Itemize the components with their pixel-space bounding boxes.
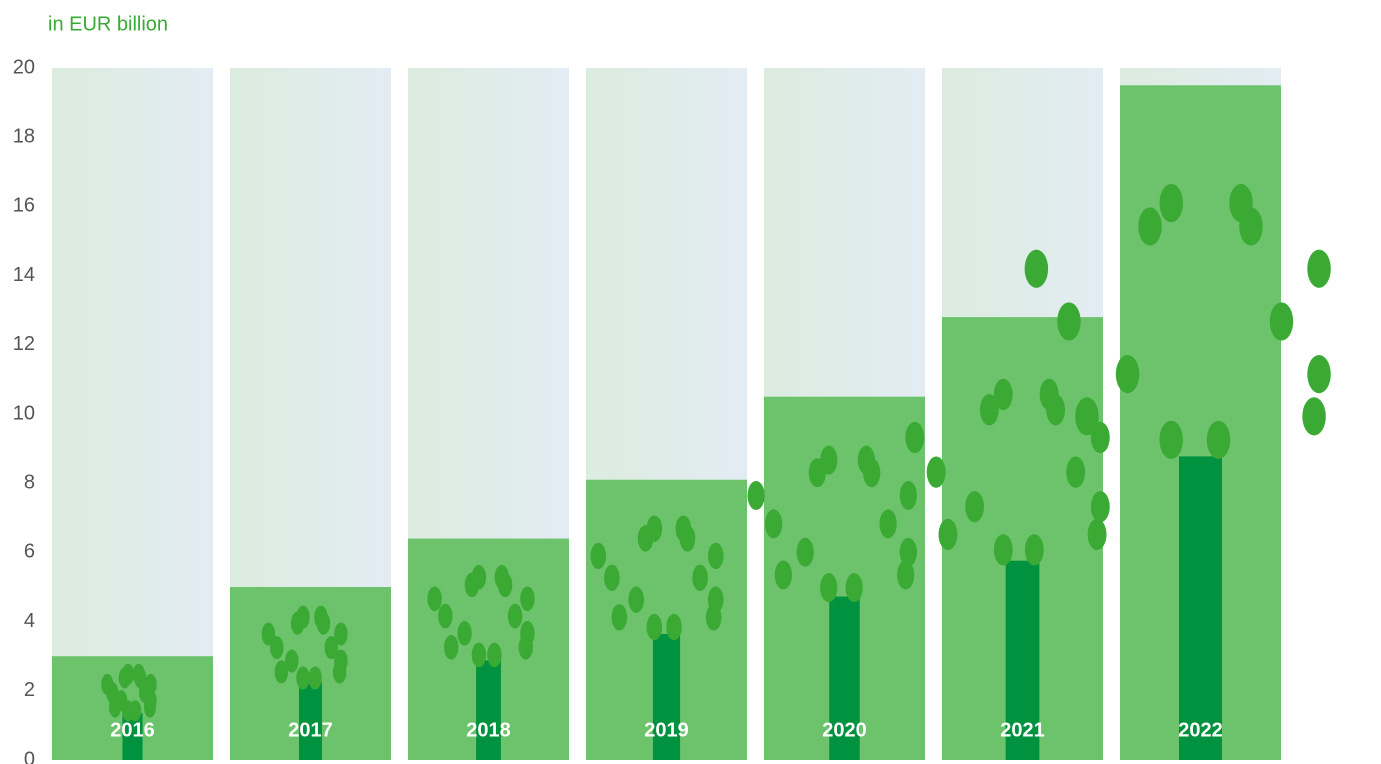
tree-leaf <box>965 491 984 522</box>
x-tick-label: 2021 <box>1000 719 1045 741</box>
chart-subtitle: in EUR billion <box>48 13 168 35</box>
y-tick-label: 8 <box>24 471 35 493</box>
tree-leaf <box>144 697 156 718</box>
tree-leaf <box>820 573 837 602</box>
tree-leaf <box>122 664 134 685</box>
x-tick-label: 2018 <box>466 719 511 741</box>
y-tick-label: 10 <box>13 402 35 424</box>
tree-leaf <box>457 621 471 646</box>
tree-leaf <box>1025 250 1048 288</box>
tree-leaf <box>1207 421 1230 459</box>
tree-leaf <box>308 666 321 689</box>
tree-leaf <box>1138 207 1161 245</box>
tree-leaf <box>1270 302 1293 340</box>
tree-leaf <box>647 515 663 541</box>
tree-leaf <box>1239 207 1262 245</box>
tree-leaf <box>487 643 501 668</box>
tree-leaf <box>1302 397 1325 435</box>
tree-trunk <box>476 660 501 760</box>
tree-leaf <box>939 519 958 550</box>
tree-leaf <box>296 666 309 689</box>
tree-trunk <box>1179 456 1222 760</box>
tree-leaf <box>498 573 512 598</box>
tree-leaf <box>897 561 914 590</box>
tree-leaf <box>333 660 346 683</box>
tree-leaf <box>994 534 1013 565</box>
tree-leaf <box>296 606 309 629</box>
tree-leaf <box>765 509 782 538</box>
tree-leaf <box>994 379 1013 410</box>
tree-leaf <box>612 604 628 630</box>
tree-leaf <box>134 667 146 688</box>
tree-leaf <box>591 543 607 569</box>
tree-leaf <box>1307 355 1330 393</box>
tree-leaf <box>438 604 452 629</box>
tree-leaf <box>519 635 533 660</box>
tree-leaf <box>520 586 534 611</box>
x-tick-label: 2022 <box>1178 719 1223 741</box>
chart: in EUR billion 0 2 4 6 8 10 12 14 16 18 20 2016 2017… <box>0 0 1381 764</box>
tree-leaf <box>706 604 722 630</box>
tree-leaf <box>262 622 275 645</box>
tree-leaf <box>1046 394 1065 425</box>
y-tick-label: 18 <box>13 125 35 147</box>
tree-leaf <box>1025 534 1044 565</box>
tree-leaf <box>508 604 522 629</box>
tree-leaf <box>708 543 724 569</box>
tree-leaf <box>472 565 486 590</box>
tree-leaf <box>692 565 708 591</box>
tree-leaf <box>927 456 946 487</box>
y-tick-label: 14 <box>13 264 35 286</box>
tree-leaf <box>797 538 814 567</box>
tree-leaf <box>444 635 458 660</box>
x-tick-label: 2017 <box>288 719 333 741</box>
tree-leaf <box>101 674 113 695</box>
tree-leaf <box>285 649 298 672</box>
tree-leaf <box>427 586 441 611</box>
x-tick-label: 2016 <box>110 719 155 741</box>
tree-leaf <box>604 565 620 591</box>
x-tick-label: 2019 <box>644 719 689 741</box>
y-tick-label: 0 <box>24 748 35 764</box>
tree-leaf <box>317 612 330 635</box>
tree-leaf <box>1066 456 1085 487</box>
y-tick-label: 12 <box>13 333 35 355</box>
tree-leaf <box>472 643 486 668</box>
y-tick-label: 2 <box>24 679 35 701</box>
tree-leaf <box>628 587 644 613</box>
tree-leaf <box>900 481 917 510</box>
tree-leaf <box>747 481 764 510</box>
y-tick-label: 16 <box>13 195 35 217</box>
y-tick-label: 20 <box>13 56 35 78</box>
tree-leaf <box>1091 491 1110 522</box>
x-tick-label: 2020 <box>822 719 867 741</box>
y-tick-label: 6 <box>24 541 35 563</box>
tree-leaf <box>905 422 924 453</box>
tree-leaf <box>1116 355 1139 393</box>
tree-leaf <box>846 573 863 602</box>
tree-leaf <box>775 561 792 590</box>
tree-leaf <box>879 509 896 538</box>
tree-leaf <box>1159 421 1182 459</box>
tree-leaf <box>1088 519 1107 550</box>
tree-leaf <box>666 614 682 640</box>
tree-leaf <box>647 614 663 640</box>
tree-leaf <box>1307 250 1330 288</box>
tree-leaf <box>820 446 837 475</box>
tree-leaf <box>680 525 696 551</box>
tree-leaf <box>334 622 347 645</box>
tree-leaf <box>145 674 157 695</box>
tree-leaf <box>863 458 880 487</box>
tree-leaf <box>1057 302 1080 340</box>
tree-leaf <box>1075 397 1098 435</box>
y-tick-label: 4 <box>24 610 35 632</box>
tree-leaf <box>1159 184 1182 222</box>
